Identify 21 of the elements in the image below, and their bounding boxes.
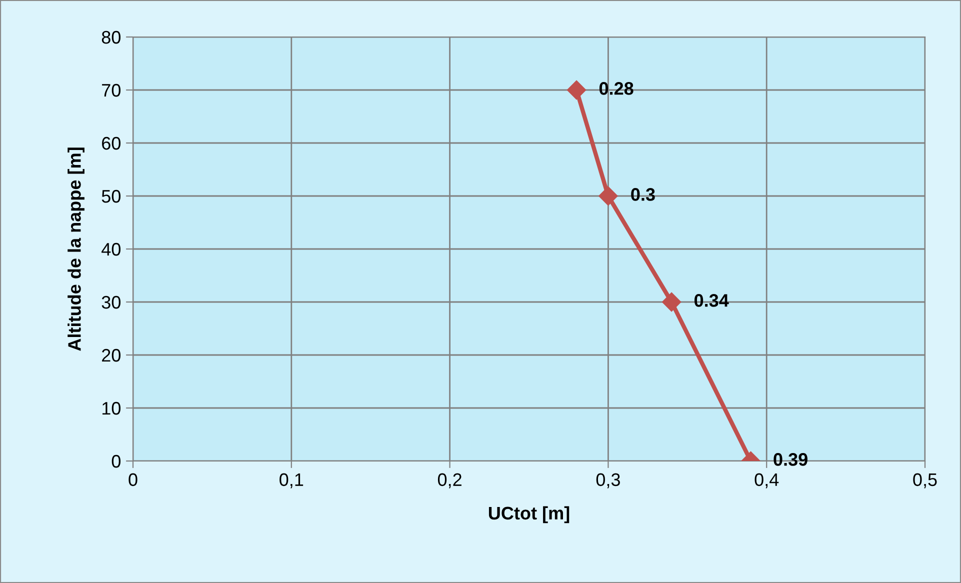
x-tick-label: 0,1	[280, 473, 304, 488]
y-tick-label: 30	[102, 296, 120, 309]
y-tick-label: 50	[102, 190, 120, 203]
x-tick-label: 0,5	[913, 473, 937, 488]
x-tick-label: 0	[128, 473, 138, 486]
annotation: 0.39	[774, 453, 808, 466]
y-tick-label: 40	[102, 242, 120, 256]
y-tick-label: 80	[102, 30, 120, 44]
annotation: 0.3	[631, 188, 655, 201]
x-tick-label: 0,4	[754, 473, 779, 488]
y-tick-label: 10	[102, 402, 120, 415]
y-tick-label: 70	[102, 84, 120, 97]
x-tick-label: 0,2	[438, 473, 462, 488]
x-axis-title: UCtot [m]	[488, 506, 570, 524]
annotation: 0.34	[694, 294, 729, 307]
y-tick-label: 20	[102, 348, 120, 362]
x-tick-label: 0,3	[596, 473, 620, 488]
y-axis-title: Altitude de la nappe [m]	[68, 148, 84, 351]
annotation: 0.28	[599, 82, 634, 95]
y-tick-label: 60	[102, 136, 120, 150]
y-tick-label: 0	[112, 454, 120, 468]
